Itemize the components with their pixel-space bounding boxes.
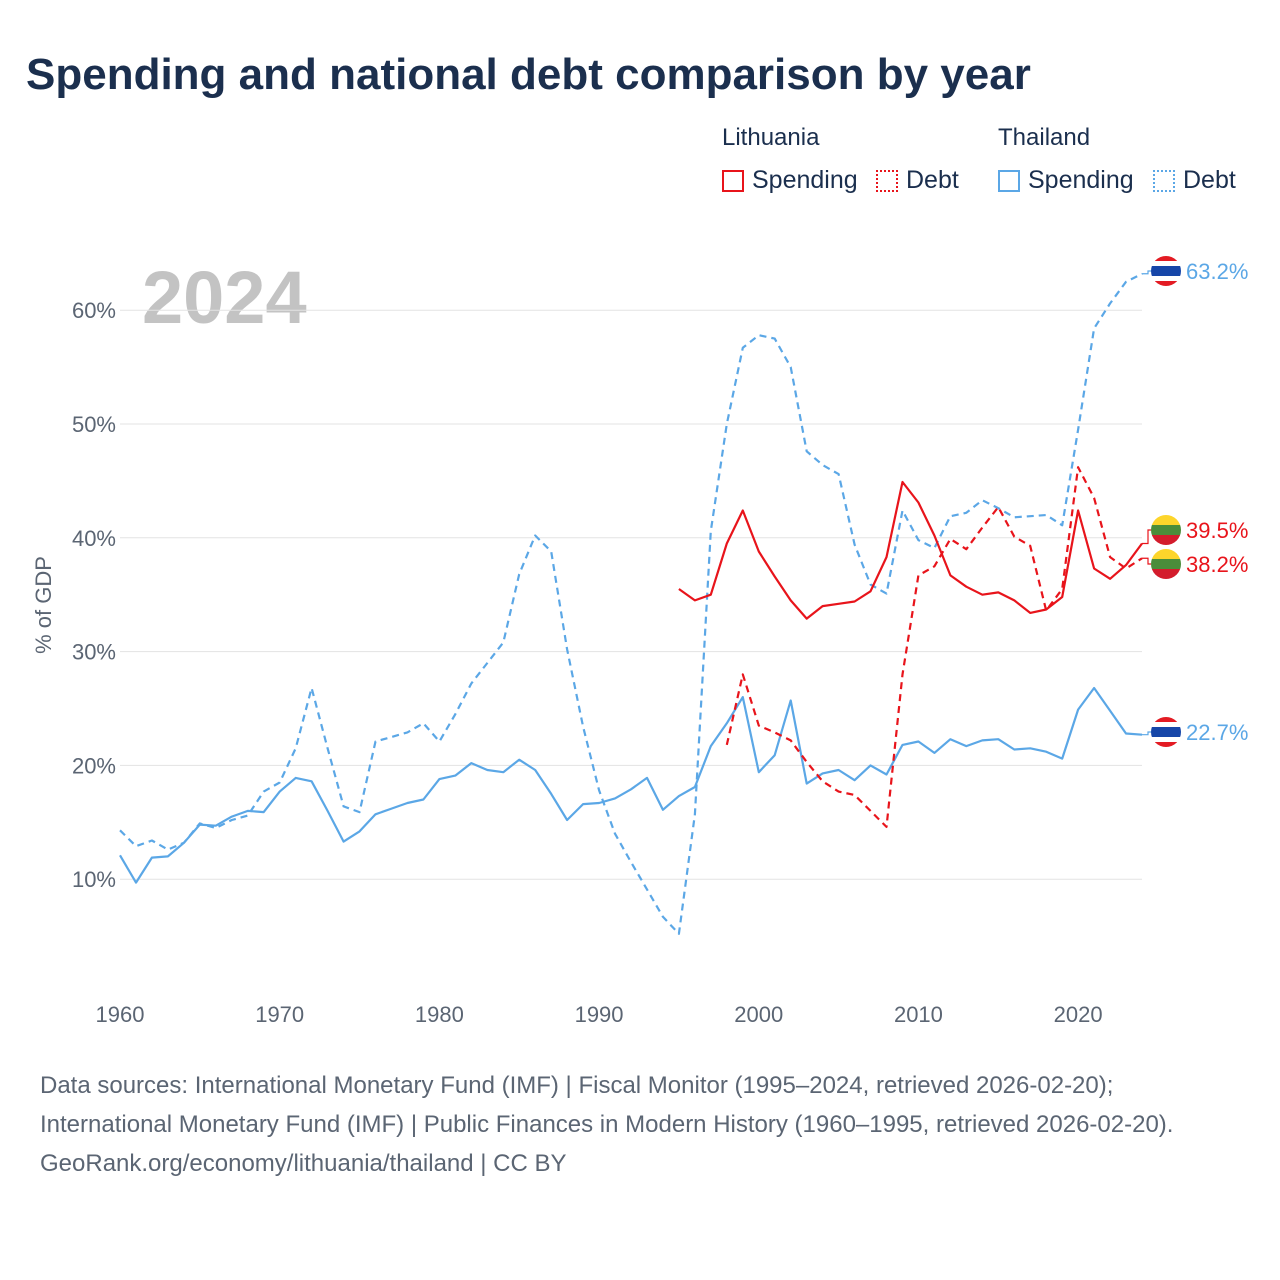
legend-label: Spending xyxy=(752,166,858,194)
lithuania-flag-icon xyxy=(1151,549,1181,579)
end-label-connector xyxy=(1142,529,1151,545)
legend-lithuania-debt[interactable]: Debt xyxy=(876,166,959,195)
data-sources: Data sources: International Monetary Fun… xyxy=(40,1072,1174,1138)
year-watermark: 2024 xyxy=(142,256,307,339)
legend-lithuania-spending[interactable]: Spending xyxy=(722,166,858,195)
thailand-flag-icon xyxy=(1151,256,1181,286)
x-tick-label: 2020 xyxy=(1054,1002,1103,1027)
legend-country-lithuania: Lithuania xyxy=(722,124,820,151)
y-tick-label: 20% xyxy=(72,753,116,778)
legend-label: Debt xyxy=(906,166,959,194)
x-tick-label: 1970 xyxy=(255,1002,304,1027)
y-tick-label: 40% xyxy=(72,526,116,551)
footer: Data sources: International Monetary Fun… xyxy=(40,1066,1240,1183)
x-tick-label: 1990 xyxy=(575,1002,624,1027)
legend-country-thailand: Thailand xyxy=(998,124,1091,151)
end-label-connector xyxy=(1142,731,1151,736)
y-tick-label: 30% xyxy=(72,640,116,665)
thailand-flag-icon xyxy=(1151,717,1181,747)
legend-label: Debt xyxy=(1183,166,1236,194)
legend-label: Spending xyxy=(1028,166,1134,194)
x-tick-label: 2010 xyxy=(894,1002,943,1027)
chart-title: Spending and national debt comparison by… xyxy=(26,50,1031,99)
legend-thailand-spending[interactable]: Spending xyxy=(998,166,1134,195)
y-tick-label: 50% xyxy=(72,412,116,437)
lithuania-flag-icon xyxy=(1151,515,1181,545)
series-line-thailand-spending xyxy=(119,686,1143,884)
x-tick-label: 1980 xyxy=(415,1002,464,1027)
legend-solid-red-swatch xyxy=(722,169,744,192)
legend-thailand-debt[interactable]: Debt xyxy=(1153,166,1236,195)
x-tick-label: 1960 xyxy=(96,1002,145,1027)
source-link[interactable]: GeoRank.org/economy/lithuania/thailand |… xyxy=(40,1150,567,1177)
legend-solid-blue-swatch xyxy=(998,169,1020,192)
y-tick-label: 60% xyxy=(72,298,116,323)
end-label-connector xyxy=(1142,270,1151,275)
x-tick-label: 2000 xyxy=(734,1002,783,1027)
series-line-thailand-debt xyxy=(119,272,1143,935)
series-line-lithuania-spending xyxy=(678,480,1143,620)
end-value-label: 22.7% xyxy=(1186,720,1248,745)
legend-dotted-red-swatch xyxy=(876,169,898,192)
y-axis-label: % of GDP xyxy=(31,556,56,654)
series-line-lithuania-debt xyxy=(725,466,1143,829)
end-value-label: 63.2% xyxy=(1186,259,1248,284)
y-tick-label: 10% xyxy=(72,867,116,892)
legend-dotted-blue-swatch xyxy=(1153,169,1175,192)
end-value-label: 39.5% xyxy=(1186,518,1248,543)
end-value-label: 38.2% xyxy=(1186,552,1248,577)
end-label-connector xyxy=(1142,557,1151,565)
